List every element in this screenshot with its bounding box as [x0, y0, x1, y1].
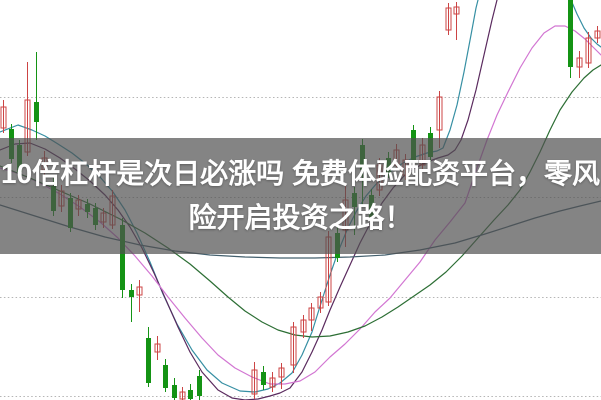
candle-body-up — [300, 319, 307, 333]
candle-body-up — [445, 7, 452, 31]
candle-body-up — [594, 30, 601, 39]
candle-body-up — [0, 106, 7, 129]
candle-body-down — [129, 290, 134, 297]
candle-body-up — [251, 369, 258, 395]
candle-body-down — [188, 390, 193, 399]
candle-body-down — [34, 102, 39, 122]
candle-body-down — [163, 365, 168, 388]
ma-fast-teal-reentry — [570, 0, 601, 48]
headline-line-1: 10倍杠杆是次日必涨吗 免费体验配资平台，零风 — [1, 158, 600, 189]
candle-body-up — [436, 96, 443, 131]
candle-body-down — [172, 385, 177, 398]
candle-body-up — [308, 307, 315, 321]
candle-body-up — [453, 6, 460, 15]
candle-body-up — [585, 37, 592, 64]
candle-body-down — [261, 372, 266, 385]
headline-line-2: 险开启投资之路！ — [188, 202, 413, 233]
candle-body-up — [179, 391, 186, 400]
candle-body-up — [269, 377, 276, 388]
candle-body-down — [120, 225, 125, 290]
candle-body-up — [278, 367, 285, 378]
candle-body-down — [568, 0, 573, 67]
candle-body-up — [136, 286, 143, 296]
candle-body-down — [197, 376, 202, 396]
candle-body-up — [576, 57, 583, 68]
candle-body-up — [317, 296, 324, 309]
candle-body-up — [290, 326, 297, 366]
candle-body-up — [154, 343, 161, 353]
candle-body-down — [146, 338, 151, 383]
headline-overlay: 10倍杠杆是次日必涨吗 免费体验配资平台，零风 险开启投资之路！ — [0, 138, 601, 254]
